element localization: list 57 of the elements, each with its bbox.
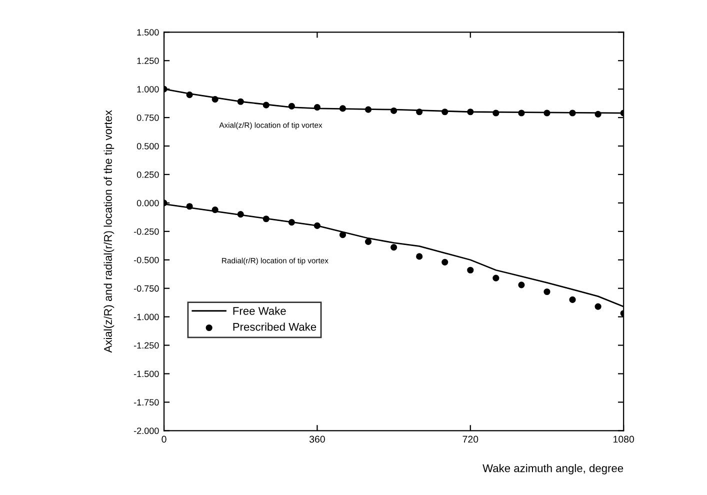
y-tick-label: -1.000	[134, 314, 159, 320]
y-tick-label: -1.500	[134, 370, 159, 378]
y-tick-label: 1.000	[137, 86, 159, 92]
y-tick-label: 1.500	[137, 29, 159, 36]
point	[339, 232, 346, 238]
y-axis-title: Axial(z/R) and radial(r/R) location of the tip vortex	[104, 110, 114, 353]
point	[544, 110, 550, 116]
point	[212, 206, 218, 214]
legend-label: Free Wake	[233, 306, 286, 315]
point	[262, 102, 270, 108]
point	[314, 222, 320, 230]
point	[237, 211, 244, 218]
point	[594, 303, 602, 310]
y-tick-label: -2.000	[134, 428, 159, 434]
y-tick-label: -1.750	[134, 399, 159, 406]
legend-label: Prescribed Wake	[233, 322, 316, 331]
point	[364, 238, 372, 245]
y-tick-label: 0.250	[136, 171, 159, 178]
point	[237, 98, 244, 105]
x-tick-label: 1080	[614, 436, 634, 443]
point	[364, 106, 372, 113]
point	[390, 107, 398, 114]
y-tick-label: 0.750	[136, 114, 159, 121]
y-tick-label: 1.250	[137, 58, 159, 64]
point	[492, 274, 500, 282]
y-tick-label: 0.500	[136, 142, 159, 150]
point	[442, 108, 448, 116]
point	[390, 244, 398, 251]
point	[186, 92, 193, 98]
x-tick-label: 360	[309, 436, 325, 443]
x-tick-label: 720	[462, 436, 478, 443]
x-tick-label: 0	[162, 436, 166, 443]
y-tick-label: -0.250	[134, 228, 159, 235]
point	[416, 253, 423, 260]
point	[492, 110, 500, 116]
point	[518, 282, 525, 288]
point	[314, 104, 320, 111]
point	[288, 219, 295, 226]
point	[288, 102, 295, 110]
point	[467, 108, 474, 116]
point	[416, 108, 423, 116]
point	[594, 110, 602, 118]
point	[544, 288, 550, 296]
point	[569, 296, 576, 304]
point	[442, 258, 448, 266]
point	[569, 110, 576, 116]
point	[518, 110, 525, 116]
y-tick-label: 0.000	[136, 200, 159, 206]
y-tick-label: -1.250	[134, 342, 159, 349]
y-tick-label: -0.750	[134, 285, 159, 292]
point	[262, 216, 270, 222]
point	[467, 266, 474, 274]
y-tick-label: -0.500	[134, 256, 159, 264]
point	[212, 96, 218, 103]
x-axis-title: Wake azimuth angle, degree	[482, 464, 624, 474]
point	[186, 203, 193, 210]
point	[339, 105, 346, 112]
